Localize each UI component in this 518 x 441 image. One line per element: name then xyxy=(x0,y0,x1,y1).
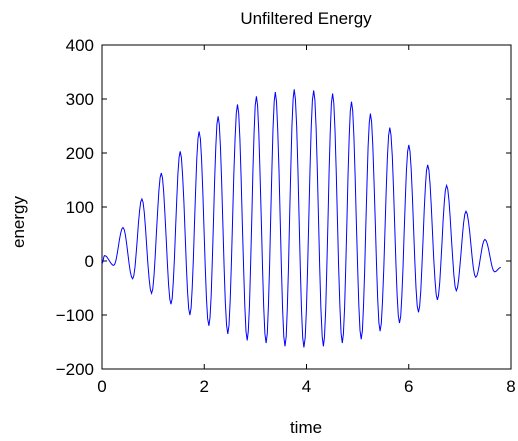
y-tick-label: 0 xyxy=(85,252,94,271)
series-group xyxy=(101,89,501,348)
x-tick-label: 2 xyxy=(200,377,209,396)
x-tick-label: 6 xyxy=(404,377,413,396)
x-tick-label: 0 xyxy=(97,377,106,396)
y-tick-label: −100 xyxy=(56,306,94,325)
y-tick-label: −200 xyxy=(56,360,94,379)
y-tick-label: 200 xyxy=(66,144,94,163)
y-tick-label: 100 xyxy=(66,198,94,217)
chart-title: Unfiltered Energy xyxy=(240,9,372,28)
y-axis-label: energy xyxy=(9,196,28,248)
axes: 0 2 4 6 8 −200 −100 0 100 200 300 400 xyxy=(56,36,516,396)
x-tick-label: 8 xyxy=(506,377,515,396)
y-tick-label: 300 xyxy=(66,90,94,109)
x-tick-label: 4 xyxy=(302,377,311,396)
x-axis-label: time xyxy=(290,418,322,437)
y-tick-label: 400 xyxy=(66,36,94,55)
series-line xyxy=(101,89,501,348)
